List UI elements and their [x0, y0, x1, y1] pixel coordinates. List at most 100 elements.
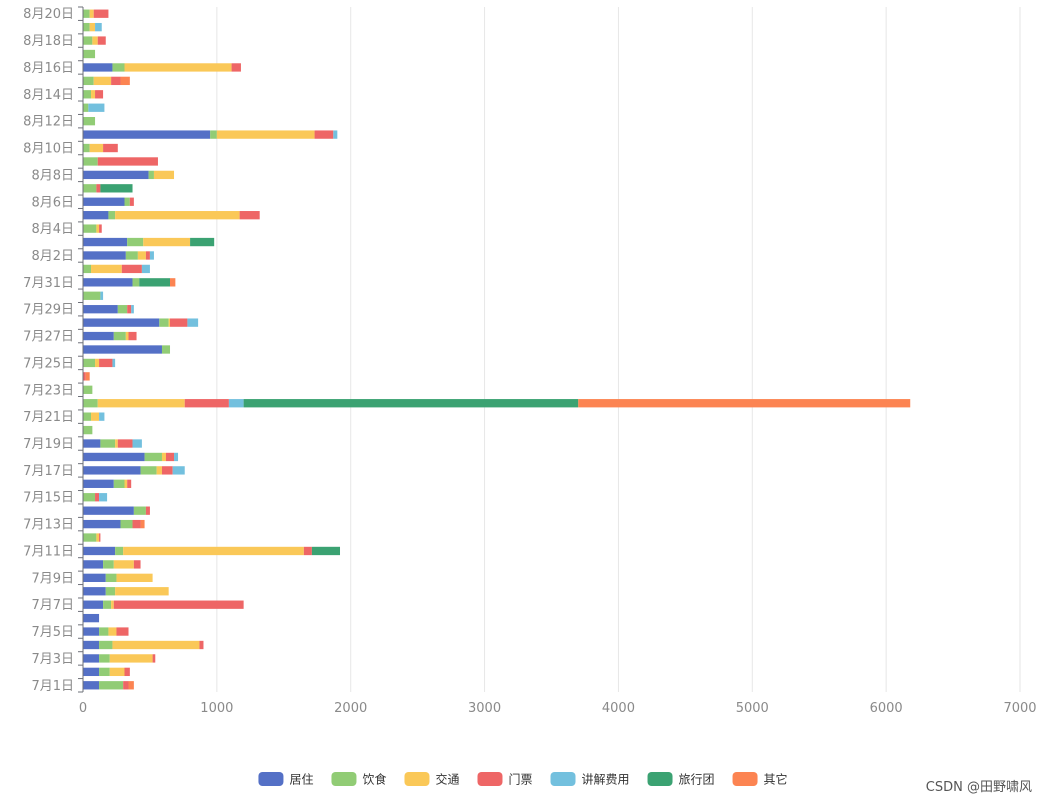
- bar-segment: [303, 546, 312, 556]
- bar-segment: [83, 479, 114, 488]
- bar-segment: [91, 90, 96, 99]
- bar-segment: [113, 600, 244, 609]
- bar-segment: [161, 452, 166, 462]
- bar-segment: [170, 278, 176, 287]
- legend-swatch[interactable]: [477, 772, 503, 786]
- bar-segment: [92, 36, 98, 45]
- legend-label[interactable]: 旅行团: [679, 773, 715, 787]
- bar-segment: [120, 519, 133, 529]
- bar-segment: [124, 667, 130, 677]
- bar-segment: [83, 224, 97, 233]
- legend-swatch[interactable]: [331, 772, 357, 786]
- y-tick-label: 7月27日: [23, 330, 74, 345]
- bar-segment: [83, 278, 133, 287]
- bar-segment: [83, 667, 100, 677]
- bar-segment: [83, 345, 162, 354]
- x-tick-label: 6000: [870, 701, 903, 716]
- bar-segment: [105, 573, 117, 582]
- bar-segment: [99, 640, 113, 650]
- legend-label[interactable]: 门票: [508, 772, 532, 787]
- y-tick-label: 8月18日: [23, 34, 74, 49]
- bar-segment: [83, 264, 92, 274]
- bar-segment: [83, 237, 128, 247]
- bar-segment: [88, 103, 105, 112]
- bar-segment: [100, 291, 104, 300]
- y-tick-label: 7月29日: [23, 303, 74, 318]
- bar-segment: [131, 305, 134, 314]
- y-tick-label: 7月15日: [23, 491, 74, 506]
- bar-segment: [311, 546, 341, 556]
- legend-swatch[interactable]: [647, 772, 673, 786]
- bar-segment: [83, 170, 149, 180]
- bar-segment: [127, 305, 132, 314]
- y-tick-label: 8月6日: [31, 195, 74, 210]
- bar-segment: [93, 9, 109, 18]
- bar-segment: [83, 466, 141, 475]
- bar-segment: [127, 237, 144, 247]
- bar-segment: [95, 90, 104, 99]
- x-tick-label: 2000: [334, 701, 367, 716]
- bar-segment: [127, 479, 132, 488]
- bar-segment: [117, 305, 128, 314]
- bar-segment: [99, 681, 124, 690]
- y-tick-label: 7月19日: [23, 437, 74, 452]
- legend-label[interactable]: 其它: [764, 772, 788, 787]
- bar-segment: [124, 197, 130, 206]
- legend-item[interactable]: 旅行团: [647, 772, 715, 787]
- bar-segment: [103, 143, 118, 153]
- bar-segment: [132, 439, 142, 448]
- bar-segment: [578, 399, 911, 408]
- legend-label[interactable]: 饮食: [362, 772, 386, 787]
- bar-segment: [170, 318, 188, 327]
- legend-item[interactable]: 门票: [477, 772, 533, 787]
- bar-segment: [83, 425, 93, 435]
- legend-label[interactable]: 交通: [435, 772, 459, 787]
- bar-segment: [96, 533, 100, 542]
- y-tick-label: 7月1日: [31, 679, 74, 694]
- bar-segment: [89, 9, 94, 18]
- bar-segment: [91, 264, 122, 274]
- y-tick-label: 7月5日: [31, 625, 74, 640]
- legend-label[interactable]: 居住: [289, 773, 313, 787]
- bar-segment: [99, 533, 101, 542]
- y-tick-label: 7月23日: [23, 383, 74, 398]
- bar-segment: [112, 640, 200, 650]
- legend-item[interactable]: 饮食: [331, 772, 386, 787]
- bar-segment: [96, 224, 100, 233]
- bar-segment: [99, 627, 109, 636]
- bar-segment: [216, 130, 315, 139]
- bar-segment: [140, 466, 157, 475]
- bar-segment: [89, 143, 104, 153]
- bar-segment: [83, 519, 121, 529]
- bar-segment: [115, 587, 169, 596]
- bar-segment: [108, 627, 117, 636]
- legend-item[interactable]: 其它: [732, 772, 788, 787]
- bar-segment: [83, 22, 90, 32]
- bar-segment: [115, 439, 118, 448]
- y-tick-label: 7月17日: [23, 464, 74, 479]
- bar-segment: [83, 130, 211, 139]
- bar-segment: [83, 36, 93, 45]
- legend-swatch[interactable]: [550, 772, 576, 786]
- y-tick-label: 7月3日: [31, 652, 74, 667]
- bar-segment: [124, 479, 128, 488]
- legend-item[interactable]: 讲解费用: [550, 772, 630, 787]
- bar-segment: [99, 493, 108, 502]
- bar-segment: [83, 305, 118, 314]
- legend-item[interactable]: 居住: [258, 772, 313, 787]
- legend-swatch[interactable]: [404, 772, 430, 786]
- bar-segment: [105, 587, 116, 596]
- bar-segment: [228, 399, 244, 408]
- bar-segment: [83, 9, 90, 18]
- legend-item[interactable]: 交通: [404, 772, 459, 787]
- legend-swatch[interactable]: [258, 772, 284, 786]
- bar-segment: [143, 237, 191, 247]
- bar-segment: [83, 251, 126, 260]
- bar-segment: [165, 452, 175, 462]
- bar-segment: [83, 143, 90, 153]
- bar-segment: [231, 63, 241, 72]
- legend-label[interactable]: 讲解费用: [582, 772, 630, 787]
- y-tick-label: 7月9日: [31, 571, 74, 586]
- legend-swatch[interactable]: [732, 772, 758, 786]
